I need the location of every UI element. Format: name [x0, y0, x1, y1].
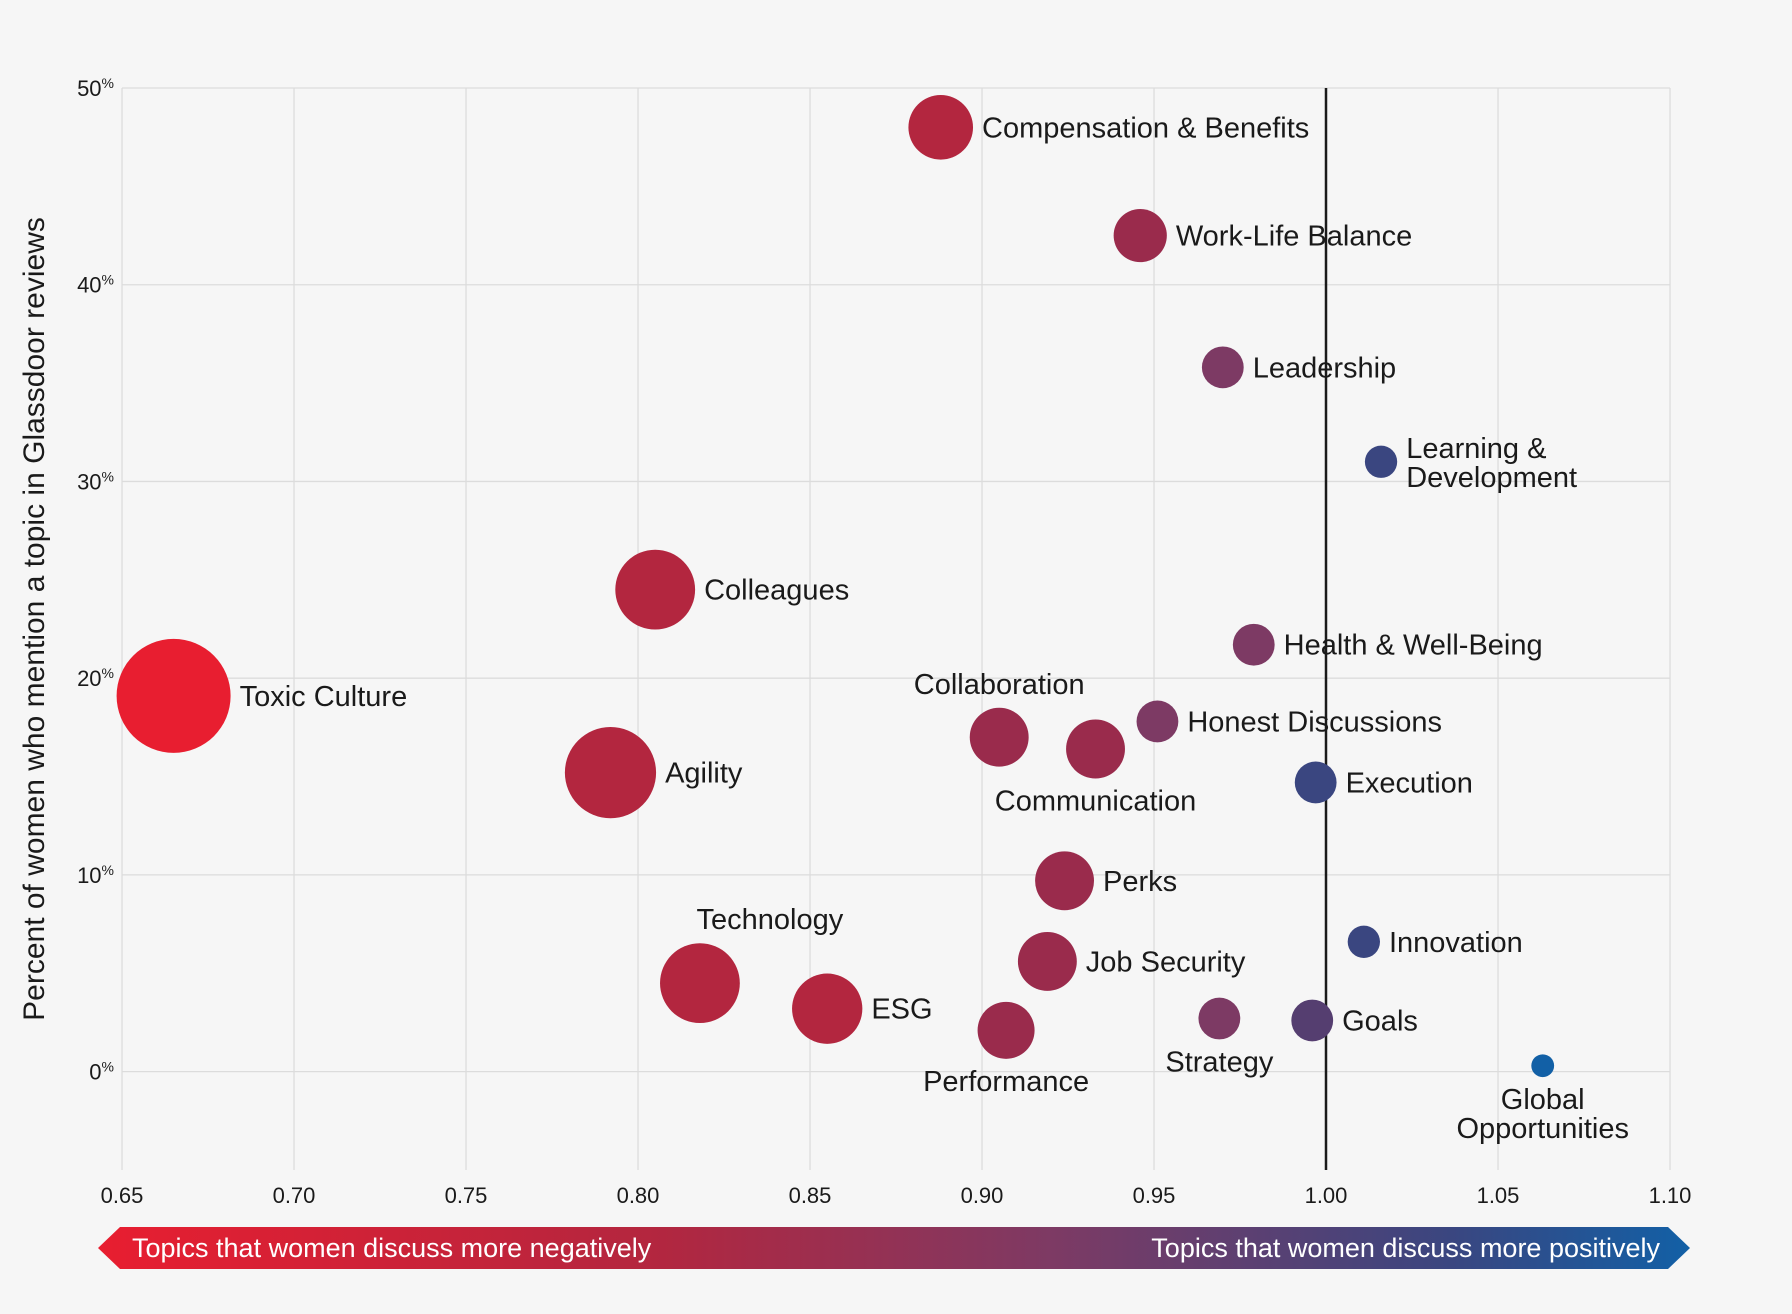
bubble	[1017, 932, 1077, 991]
bubble-label: Execution	[1346, 767, 1473, 799]
bubble	[1136, 700, 1179, 743]
bubble-label: Work-Life Balance	[1176, 221, 1412, 253]
bubble-label: Technology	[697, 904, 844, 936]
axes: 0.65 0.70 0.75 0.80 0.85 0.90 0.95 1.00 1.05 1.10…	[77, 75, 1691, 1208]
bubble	[615, 549, 696, 630]
bubble-labels: Compensation & Benefits Work-Life Balance…	[240, 112, 1629, 1145]
arrow-left-label: Topics that women discuss more negativel…	[132, 1233, 652, 1263]
bubble-label: Toxic Culture	[240, 681, 408, 713]
bubble	[1113, 208, 1167, 263]
bubble-label: Perks	[1103, 866, 1177, 898]
x-tick-label: 0.65	[101, 1183, 144, 1208]
bubble-label: Honest Discussions	[1187, 706, 1442, 738]
y-tick-label: 10%	[77, 862, 114, 888]
bubbles	[116, 95, 1555, 1078]
bubble	[116, 638, 231, 753]
y-tick-label: 40%	[77, 272, 114, 298]
bubble-label: Strategy	[1165, 1046, 1273, 1078]
bubble-label: Goals	[1342, 1005, 1418, 1037]
bubble	[1232, 623, 1275, 666]
y-tick-label: 30%	[77, 468, 114, 494]
x-tick-label: 0.85	[789, 1183, 832, 1208]
bubble	[1291, 999, 1334, 1042]
bubble-label: Collaboration	[914, 669, 1085, 701]
bubble	[1201, 346, 1244, 389]
bubble-label: ESG	[871, 994, 932, 1026]
y-tick-label: 20%	[77, 665, 114, 691]
bubble-label: Innovation	[1389, 927, 1523, 959]
x-tick-label: 0.70	[273, 1183, 316, 1208]
bubble	[977, 1001, 1035, 1059]
x-tick-label: 1.00	[1305, 1183, 1348, 1208]
bubble	[1531, 1054, 1555, 1078]
bubble	[660, 943, 740, 1024]
bubble-label: Health & Well-Being	[1284, 630, 1543, 662]
y-axis-title: Percent of women who mention a topic in …	[18, 217, 51, 1021]
bubble-label: Communication	[995, 785, 1196, 817]
bubble-label: Global Opportunities	[1456, 1084, 1629, 1145]
sentiment-arrow: Topics that women discuss more negativel…	[98, 1227, 1690, 1269]
x-tick-label: 0.80	[617, 1183, 660, 1208]
bubble	[1066, 719, 1125, 779]
bubble	[1347, 925, 1380, 958]
y-tick-label: 50%	[77, 75, 114, 101]
x-tick-label: 0.75	[445, 1183, 488, 1208]
grid-lines	[121, 87, 1671, 1170]
arrow-right-label: Topics that women discuss more positivel…	[1151, 1233, 1660, 1263]
x-tick-label: 1.10	[1649, 1183, 1692, 1208]
bubble	[1198, 997, 1241, 1040]
bubble-label: Learning & Development	[1406, 433, 1577, 494]
bubble-label: Leadership	[1253, 352, 1397, 384]
bubble-label: Job Security	[1086, 946, 1246, 978]
bubble-label: Performance	[923, 1066, 1089, 1098]
bubble	[1294, 761, 1337, 804]
x-tick-label: 0.90	[961, 1183, 1004, 1208]
y-tick-label: 0%	[89, 1059, 114, 1085]
bubble-label: Compensation & Benefits	[982, 112, 1309, 144]
bubble-label: Agility	[665, 758, 743, 790]
bubble	[792, 973, 863, 1044]
bubble	[564, 727, 657, 819]
bubble	[1364, 445, 1398, 478]
x-tick-label: 0.95	[1133, 1183, 1176, 1208]
sentiment-arrow-shape	[98, 1227, 1690, 1269]
bubble	[908, 95, 974, 160]
bubble	[1035, 851, 1095, 911]
x-tick-label: 1.05	[1477, 1183, 1520, 1208]
bubble	[969, 707, 1029, 767]
bubble-label: Colleagues	[704, 575, 849, 607]
